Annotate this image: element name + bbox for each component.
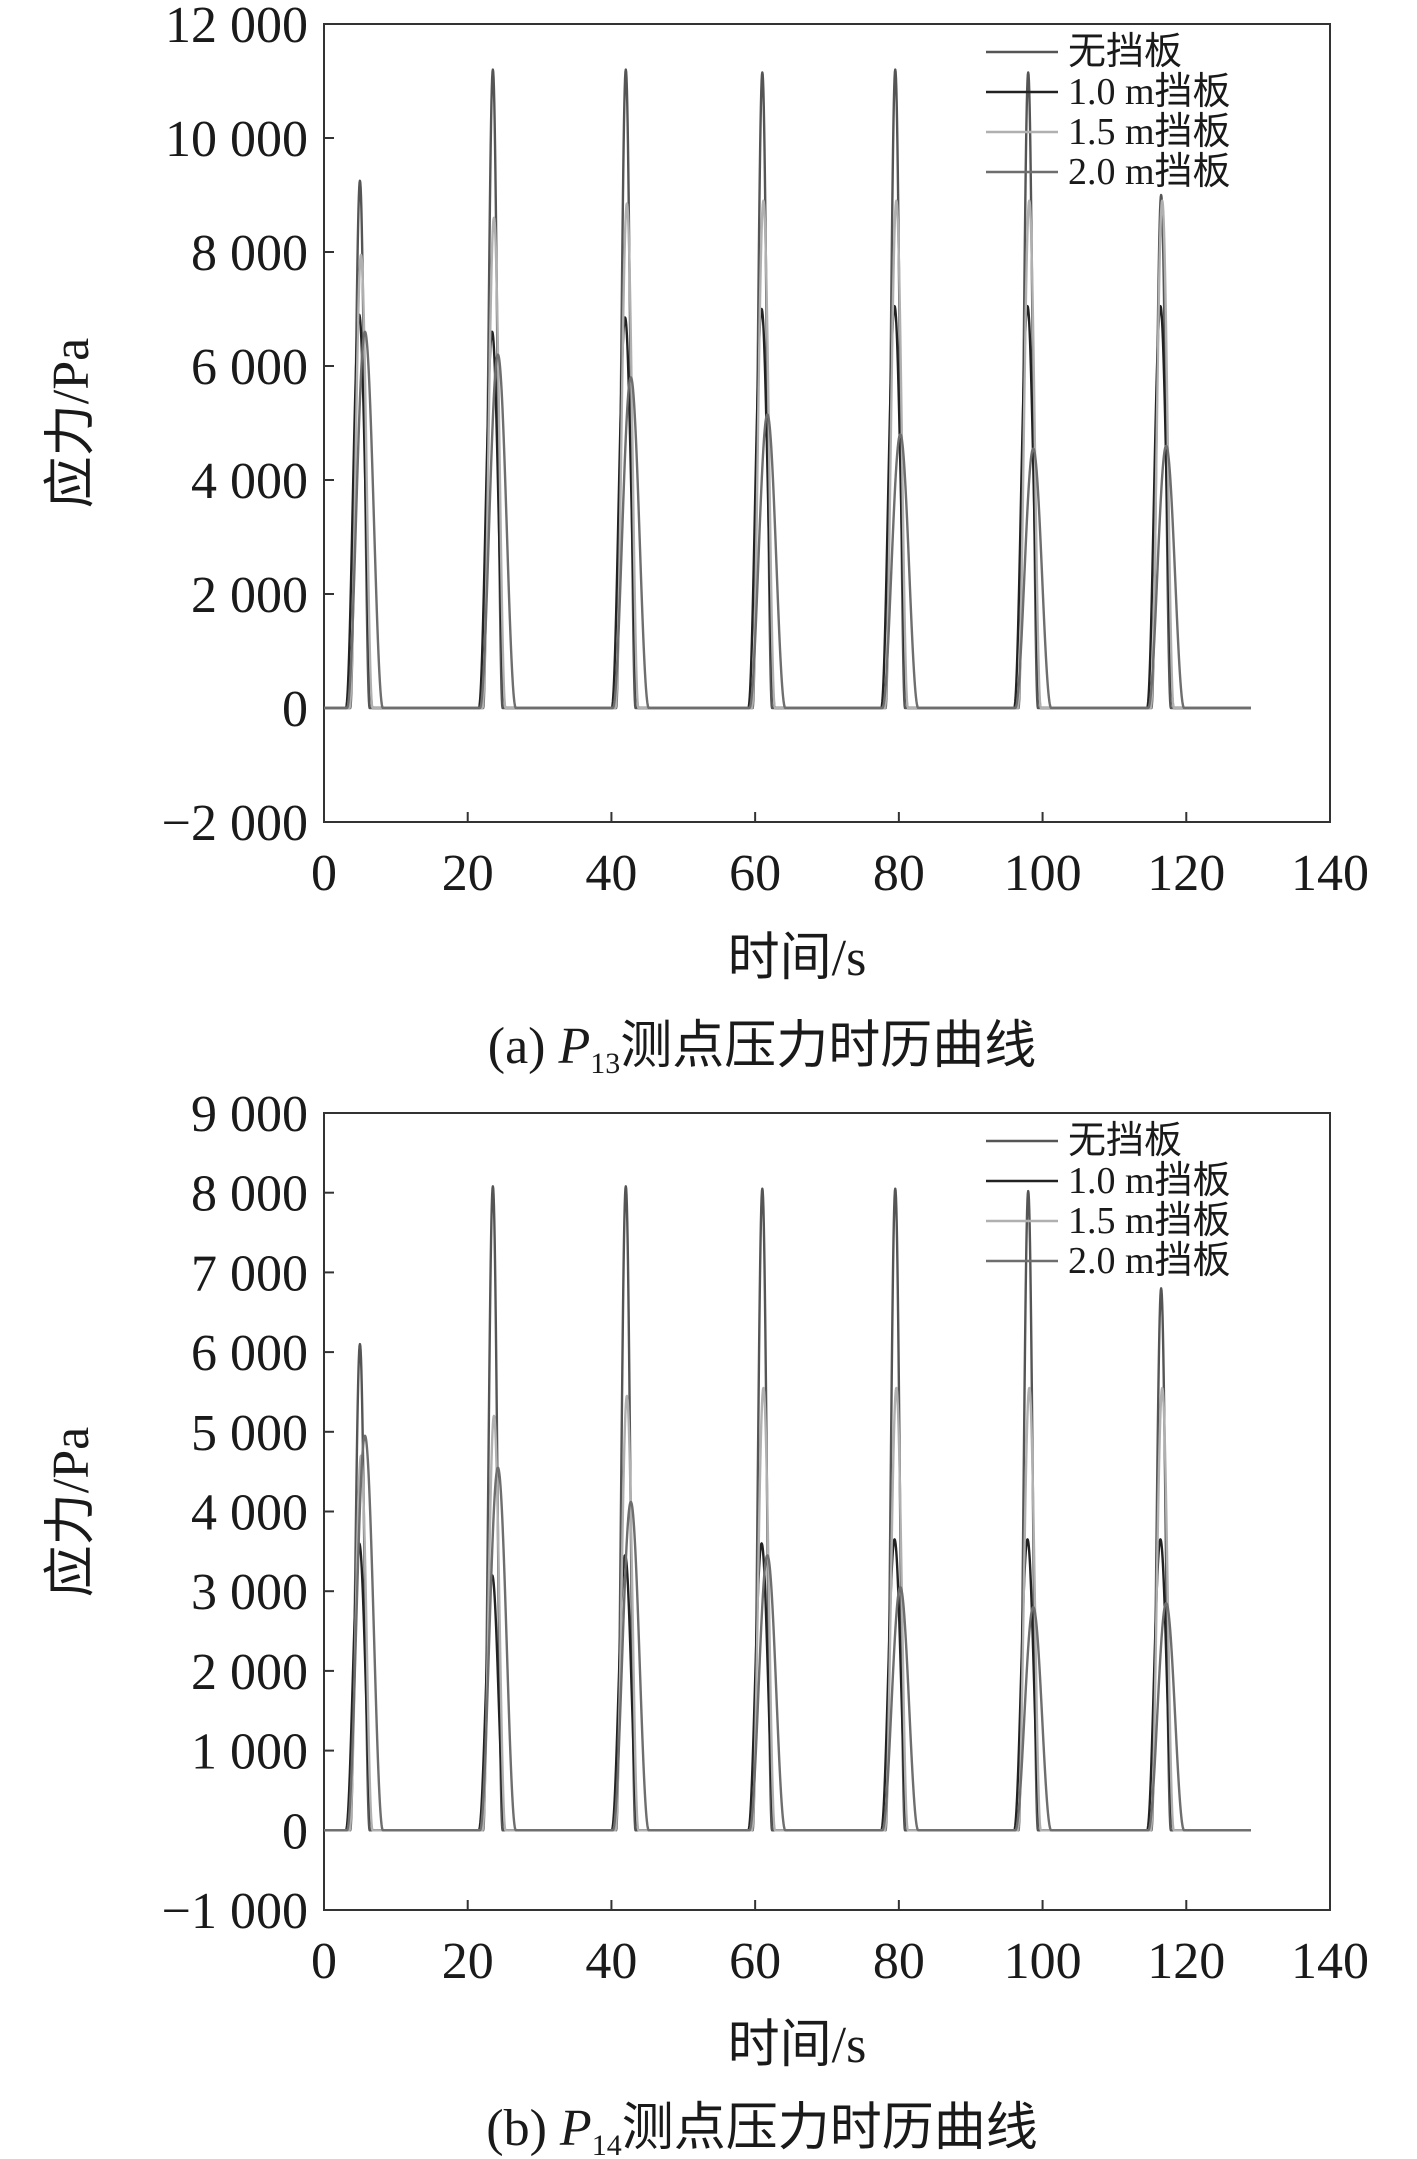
x-tick-label: 0 bbox=[311, 845, 337, 902]
plot-frame bbox=[323, 23, 1331, 823]
x-axis-label: 时间/s bbox=[728, 2017, 867, 2074]
legend-entry: 1.0 m挡板 bbox=[1068, 71, 1231, 113]
y-tick-label: 5 000 bbox=[191, 1405, 308, 1462]
x-tick-label: 60 bbox=[729, 1933, 781, 1990]
series-line bbox=[323, 1185, 1252, 1832]
y-axis-label: 应力/Pa bbox=[43, 1427, 100, 1597]
x-tick-label: 140 bbox=[1291, 1933, 1369, 1990]
y-tick-label: 2 000 bbox=[191, 1644, 308, 1701]
y-tick-label: 7 000 bbox=[191, 1245, 308, 1302]
y-tick-label: 2 000 bbox=[191, 567, 308, 624]
caption-prefix: (b) bbox=[486, 2100, 560, 2157]
y-tick-label: 6 000 bbox=[191, 339, 308, 396]
caption-variable: P bbox=[559, 2100, 592, 2157]
y-tick-label: 0 bbox=[282, 1803, 308, 1860]
y-tick-label: 0 bbox=[282, 681, 308, 738]
y-tick-label: 4 000 bbox=[191, 1485, 308, 1542]
caption-text: 测点压力时历曲线 bbox=[622, 2100, 1038, 2157]
x-tick-label: 80 bbox=[873, 845, 925, 902]
x-tick-label: 40 bbox=[585, 1933, 637, 1990]
series-line bbox=[323, 304, 1252, 710]
y-tick-label: 1 000 bbox=[191, 1724, 308, 1781]
legend-entry: 1.0 m挡板 bbox=[1068, 1160, 1231, 1202]
y-tick-label: 4 000 bbox=[191, 453, 308, 510]
y-tick-label: 12 000 bbox=[165, 0, 308, 54]
y-axis-label: 应力/Pa bbox=[43, 338, 100, 508]
chart-caption: (a) P13测点压力时历曲线 bbox=[488, 1018, 1037, 1080]
caption-subscript: 13 bbox=[590, 1047, 620, 1080]
x-tick-label: 60 bbox=[729, 845, 781, 902]
chart-caption: (b) P14测点压力时历曲线 bbox=[486, 2100, 1037, 2159]
series-line bbox=[323, 1538, 1252, 1832]
x-tick-label: 20 bbox=[442, 845, 494, 902]
caption-text: 测点压力时历曲线 bbox=[620, 1018, 1036, 1075]
y-tick-label: 9 000 bbox=[191, 1086, 308, 1143]
caption-subscript: 14 bbox=[592, 2129, 622, 2159]
x-tick-label: 120 bbox=[1147, 845, 1225, 902]
x-tick-label: 0 bbox=[311, 1933, 337, 1990]
x-tick-label: 80 bbox=[873, 1933, 925, 1990]
x-tick-label: 120 bbox=[1147, 1933, 1225, 1990]
legend-entry: 2.0 m挡板 bbox=[1068, 1240, 1231, 1282]
y-tick-label: 8 000 bbox=[191, 225, 308, 282]
legend-entry: 无挡板 bbox=[1068, 1120, 1182, 1162]
x-tick-label: 100 bbox=[1004, 845, 1082, 902]
series-line bbox=[323, 1434, 1252, 1832]
x-axis-label: 时间/s bbox=[728, 930, 867, 987]
y-tick-label: −2 000 bbox=[162, 795, 308, 852]
y-tick-label: 6 000 bbox=[191, 1325, 308, 1382]
legend-entry: 1.5 m挡板 bbox=[1068, 1200, 1231, 1242]
caption-prefix: (a) bbox=[488, 1018, 559, 1075]
x-tick-label: 20 bbox=[442, 1933, 494, 1990]
legend-entry: 2.0 m挡板 bbox=[1068, 151, 1231, 193]
legend-entry: 1.5 m挡板 bbox=[1068, 111, 1231, 153]
series-line bbox=[323, 1386, 1252, 1832]
legend-entry: 无挡板 bbox=[1068, 31, 1182, 73]
x-tick-label: 140 bbox=[1291, 845, 1369, 902]
y-tick-label: 8 000 bbox=[191, 1166, 308, 1223]
caption-variable: P bbox=[557, 1018, 590, 1075]
x-tick-label: 40 bbox=[585, 845, 637, 902]
x-tick-label: 100 bbox=[1004, 1933, 1082, 1990]
y-tick-label: 3 000 bbox=[191, 1564, 308, 1621]
series-line bbox=[323, 199, 1252, 710]
y-tick-label: −1 000 bbox=[162, 1883, 308, 1940]
series-line bbox=[323, 330, 1252, 710]
y-tick-label: 10 000 bbox=[165, 111, 308, 168]
